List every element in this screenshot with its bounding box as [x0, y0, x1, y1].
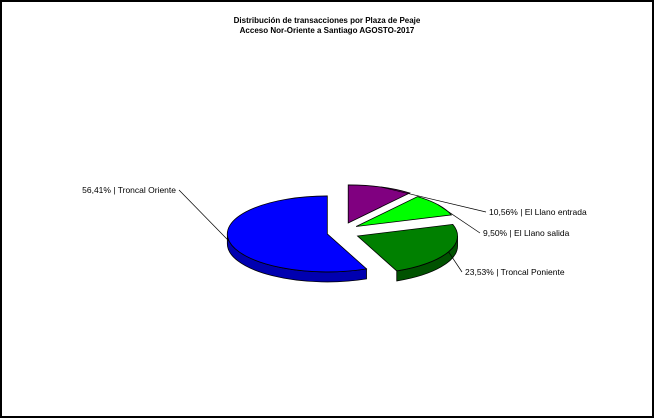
label-leader-line [437, 204, 481, 234]
pie-slice-top [226, 195, 368, 273]
chart-title: Distribución de transacciones por Plaza … [233, 16, 421, 25]
pie-slice [347, 184, 411, 224]
label-leader-line [380, 186, 487, 213]
chart-subtitle: Acceso Nor-Oriente a Santiago AGOSTO-201… [239, 26, 415, 35]
slice-label: 9,50% | El Llano salida [483, 228, 570, 238]
pie-slice-top [356, 223, 458, 272]
pie-slice [226, 195, 368, 283]
pie-slice-top [355, 196, 453, 227]
label-leader-line [178, 189, 230, 242]
chart-title-block: Distribución de transacciones por Plaza … [0, 16, 654, 36]
pie-slice [355, 196, 453, 227]
label-leader-line [448, 251, 463, 273]
slice-label: 23,53% | Troncal Poniente [465, 267, 565, 277]
pie-slice [356, 223, 458, 282]
slice-label: 56,41% | Troncal Oriente [82, 185, 176, 195]
slice-label: 10,56% | El Llano entrada [489, 207, 587, 217]
pie-slice-top [347, 184, 411, 224]
